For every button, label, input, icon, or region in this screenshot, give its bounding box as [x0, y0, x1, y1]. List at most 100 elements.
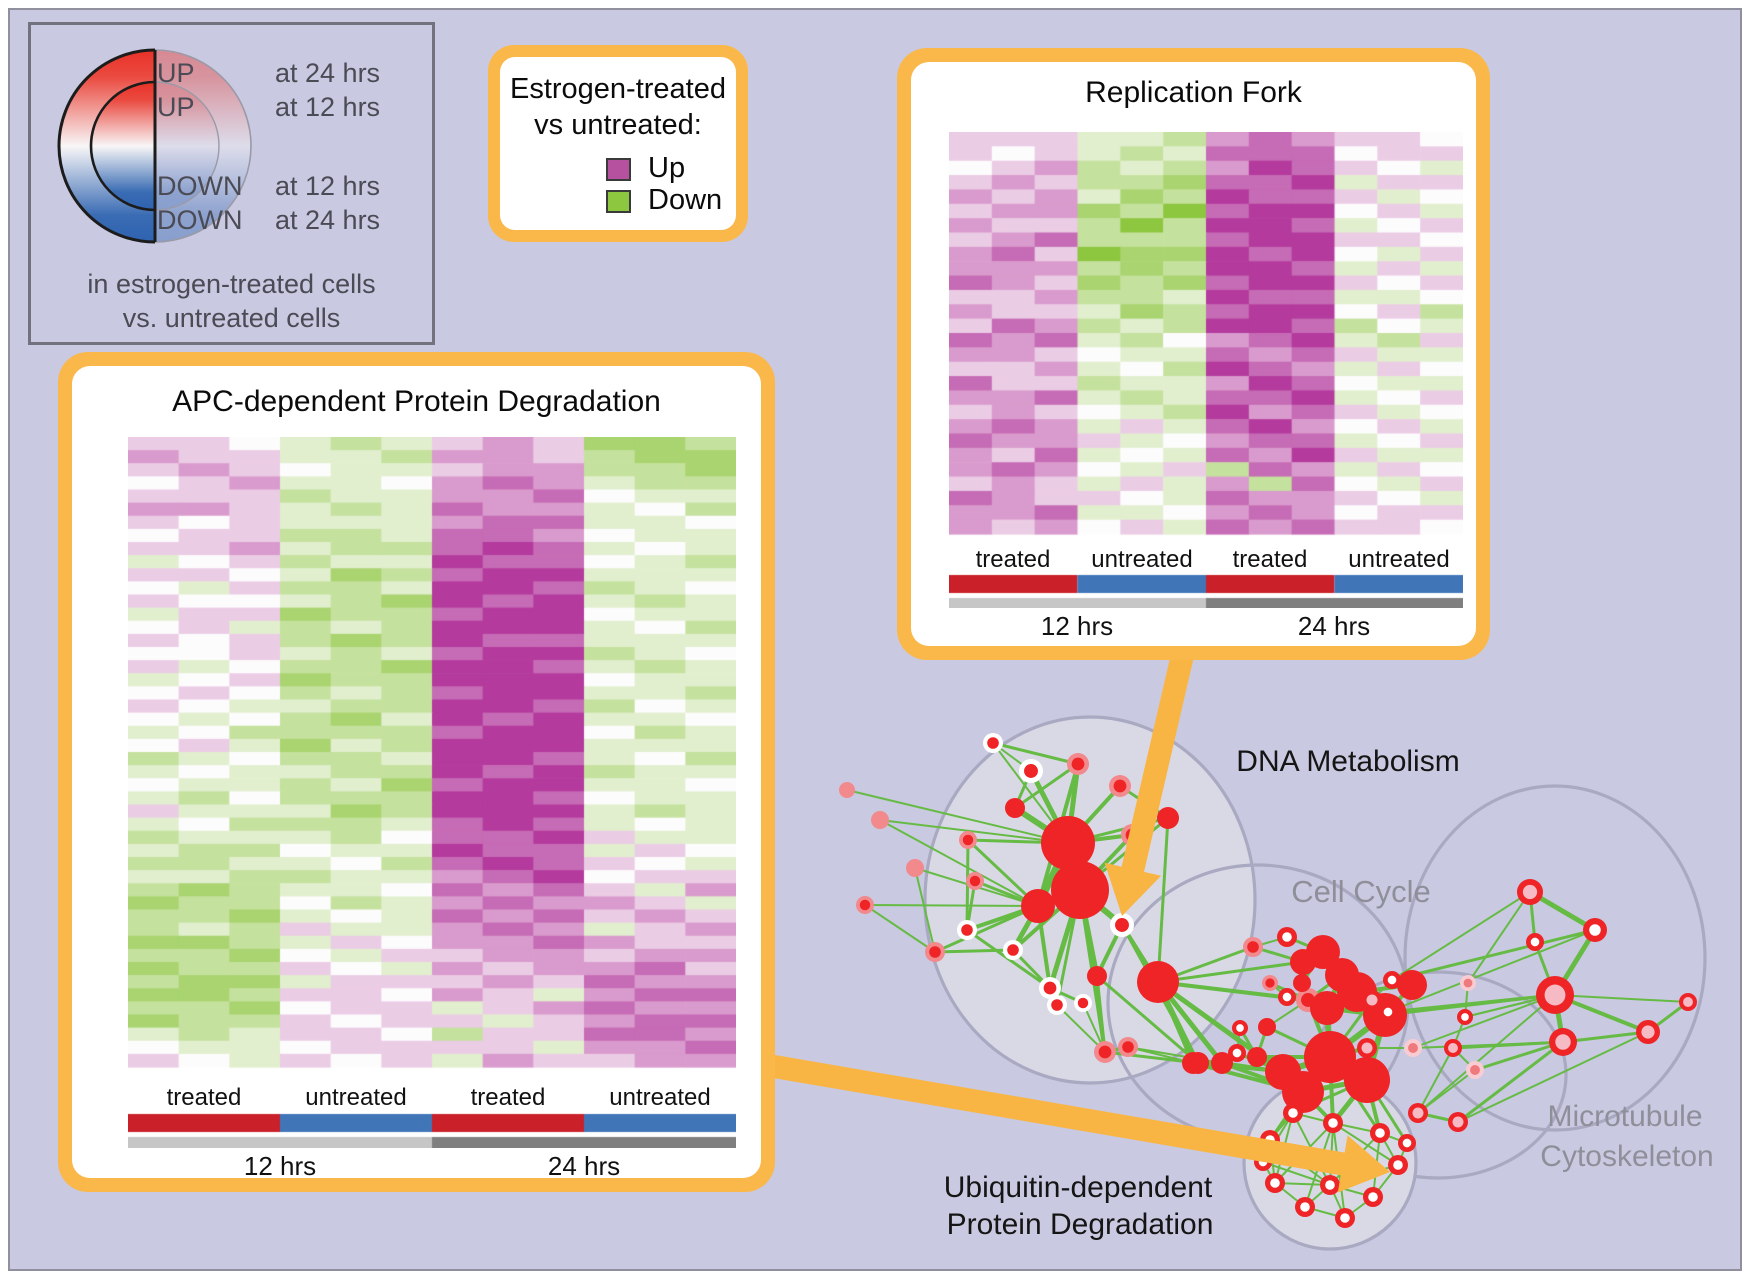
- color-legend-title-line2: vs untreated:: [534, 109, 702, 141]
- annotation-arrow-shaft-2: [734, 1048, 1354, 1177]
- network-edge: [1474, 1040, 1564, 1072]
- network-node: [1368, 1192, 1378, 1202]
- network-node: [1288, 1108, 1298, 1118]
- network-node: [1282, 992, 1292, 1002]
- network-edge: [1387, 929, 1596, 1013]
- network-edge: [914, 867, 936, 953]
- network-node: [1397, 970, 1427, 1000]
- network-edge: [1417, 994, 1556, 1114]
- network-node: [1683, 997, 1693, 1007]
- network-node: [1098, 1045, 1112, 1059]
- network-node: [1470, 1065, 1480, 1075]
- scale-legend-caption-line1: in estrogen-treated cells: [87, 269, 376, 299]
- apc-heatmap: [128, 437, 736, 1148]
- network-node: [1041, 816, 1095, 870]
- network-node: [1300, 1202, 1310, 1212]
- ring-time-label-24-up: at 24 hrs: [275, 58, 381, 88]
- network-node: [1005, 798, 1025, 818]
- network-node: [1282, 932, 1292, 942]
- network-node: [1071, 757, 1085, 771]
- network-node: [1021, 889, 1055, 923]
- apc-group-label-1: treated: [166, 1084, 242, 1111]
- network-edge: [1417, 1069, 1476, 1114]
- rf-group-label-1: treated: [975, 546, 1051, 573]
- color-legend-box: Estrogen-treated vs untreated: Up Down: [488, 45, 748, 242]
- network-node: [1137, 961, 1179, 1003]
- rf-time-label-24: 24 hrs: [1297, 611, 1371, 641]
- network-node: [1043, 981, 1057, 995]
- network-edge: [1412, 994, 1556, 1049]
- apc-time-label-24: 24 hrs: [547, 1151, 621, 1181]
- annotation-arrow-head-2: [1337, 1135, 1390, 1193]
- network-node: [969, 875, 981, 887]
- annotation-arrow-head-1: [1104, 862, 1162, 916]
- scale-legend-caption-line2: vs. untreated cells: [122, 303, 341, 333]
- network-node: [1236, 1024, 1244, 1032]
- network-node: [1157, 807, 1179, 829]
- network-edge: [1332, 1122, 1399, 1166]
- network-edge: [1457, 1031, 1649, 1123]
- network-node: [1182, 1052, 1204, 1074]
- network-node: [1463, 978, 1473, 988]
- network-node: [1375, 1128, 1385, 1138]
- network-edge: [1452, 1040, 1564, 1050]
- network-node: [1007, 944, 1019, 956]
- network-edge: [1157, 960, 1304, 984]
- network-edge: [846, 789, 1069, 844]
- network-node: [929, 946, 941, 958]
- network-edge: [1262, 1161, 1331, 1186]
- ubiquitin-label-line1: Ubiquitin-dependent: [943, 1171, 1213, 1204]
- apc-panel-title: APC-dependent Protein Degradation: [172, 385, 661, 418]
- network-node: [1077, 997, 1089, 1009]
- network-edge: [1095, 975, 1107, 1053]
- network-node: [1211, 1052, 1233, 1074]
- ring-dir-label-inner-up: UP: [157, 92, 195, 122]
- network-edge: [1417, 1047, 1454, 1114]
- down-swatch-label: Down: [648, 184, 723, 216]
- network-node: [1402, 1138, 1412, 1148]
- network-node: [1408, 1043, 1418, 1053]
- network-edge: [1391, 928, 1596, 982]
- network-edge: [966, 928, 1051, 990]
- annotation-arrow-shaft-1: [1119, 637, 1198, 881]
- network-edge: [864, 904, 936, 953]
- microtubule-label-line2: Cytoskeleton: [1540, 1140, 1714, 1173]
- network-edge: [1554, 994, 1689, 1003]
- network-node: [1232, 1048, 1242, 1058]
- network-node: [1247, 941, 1259, 953]
- up-swatch-label: Up: [648, 152, 686, 184]
- network-node: [1544, 984, 1566, 1006]
- network-node: [1393, 1160, 1403, 1170]
- network-edge: [879, 819, 1069, 844]
- network-edge: [1391, 891, 1531, 981]
- network-node: [1452, 1116, 1464, 1128]
- cluster-microtubule-cytoskeleton: [1403, 784, 1707, 1132]
- network-node: [1310, 991, 1344, 1025]
- network-node: [1530, 937, 1540, 947]
- ring-dir-label-outer-down: DOWN: [157, 205, 243, 235]
- network-node: [1087, 966, 1107, 986]
- network-node: [1328, 1118, 1338, 1128]
- network-node: [1325, 1180, 1335, 1190]
- network-edge: [1096, 974, 1199, 1065]
- network-node: [1051, 999, 1063, 1011]
- apc-time-label-12: 12 hrs: [243, 1151, 317, 1181]
- network-node: [1265, 978, 1275, 988]
- rf-group-label-2: untreated: [1091, 546, 1193, 573]
- network-node: [1340, 1213, 1350, 1223]
- network-edge: [1014, 762, 1079, 810]
- network-edge: [992, 742, 1079, 765]
- network-node: [987, 737, 999, 749]
- color-legend-title-line1: Estrogen-treated: [509, 73, 726, 105]
- network-node: [1293, 974, 1311, 992]
- network-node: [906, 859, 924, 877]
- cell-cycle-label: Cell Cycle: [1291, 874, 1431, 909]
- network-node: [1051, 861, 1109, 919]
- network-node: [1024, 764, 1038, 778]
- network-node: [1461, 1013, 1469, 1021]
- network-edge: [864, 904, 1039, 907]
- updown-rings-glyph: [57, 48, 252, 244]
- ring-time-label-12-up: at 12 hrs: [275, 92, 381, 122]
- network-node: [1412, 1107, 1424, 1119]
